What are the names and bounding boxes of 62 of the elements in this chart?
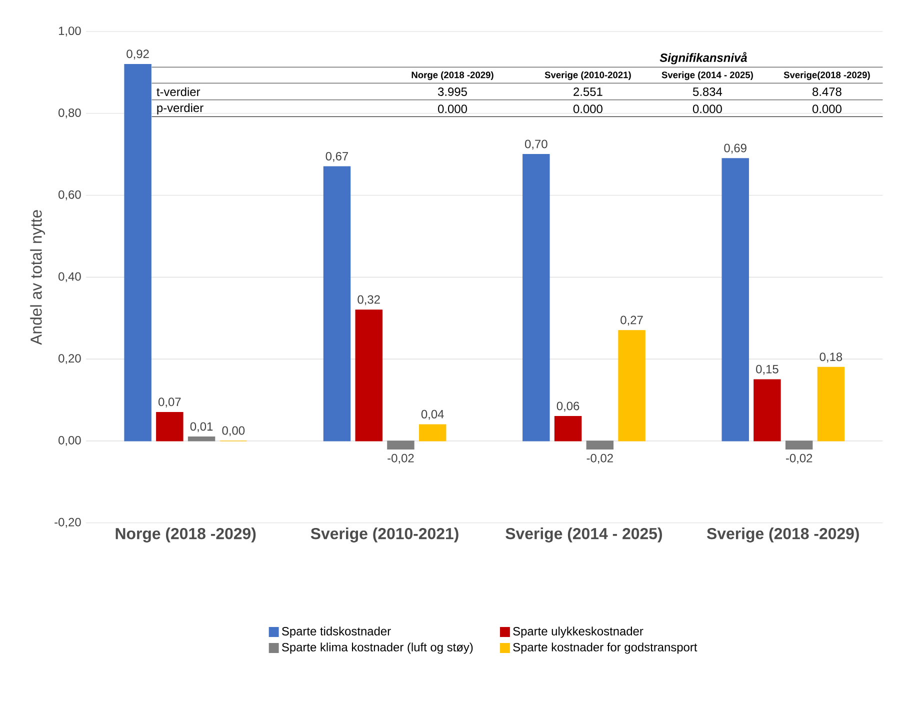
annotation: Sverige (2014 - 2025) — [662, 71, 753, 80]
bar — [618, 330, 646, 442]
data-label: 0,27 — [620, 316, 643, 326]
annotation: 0.000 — [692, 104, 722, 114]
data-label: -0,02 — [786, 454, 812, 464]
y-tick-label: 0,40 — [58, 272, 81, 282]
data-label: 0,32 — [358, 295, 380, 306]
bar — [754, 379, 781, 442]
bar — [722, 158, 749, 442]
annotation: 0.000 — [438, 104, 467, 114]
annotation: Sverige(2018 -2029) — [784, 71, 870, 80]
bar — [586, 440, 614, 450]
bar — [387, 440, 414, 450]
y-tick-label: 0,00 — [58, 436, 81, 446]
bar — [522, 154, 550, 442]
legend-label: Sparte kostnader for godstransport — [513, 642, 698, 654]
data-label: 0,70 — [524, 140, 548, 150]
legend-label: Sparte tidskostnader — [282, 626, 391, 638]
bar — [418, 424, 446, 442]
annotation: 8.478 — [812, 87, 842, 96]
x-tick-label: Norge (2018 -2029) — [116, 527, 256, 542]
legend-label: Sparte ulykkeskostnader — [513, 626, 644, 638]
annotation: 2.551 — [574, 87, 602, 96]
bar — [188, 436, 216, 442]
y-tick-label: 0,20 — [58, 354, 81, 364]
data-label: 0,67 — [326, 152, 348, 162]
data-label: 0,92 — [126, 50, 149, 60]
legend-label: Sparte klima kostnader (luft og støy) — [282, 642, 473, 654]
bar — [323, 166, 351, 442]
y-tick-label: -0,20 — [54, 518, 81, 528]
data-label: 0,04 — [421, 410, 444, 420]
bar — [355, 310, 382, 442]
data-label: 0,07 — [158, 398, 181, 408]
data-label: -0,02 — [586, 454, 613, 464]
annotation: Sverige (2010-2021) — [544, 71, 631, 80]
annotation: t-verdier — [156, 87, 200, 96]
annotation: 5.834 — [692, 87, 722, 96]
data-label: 0,01 — [190, 422, 213, 432]
data-label: 0,18 — [820, 352, 842, 362]
bar — [817, 366, 845, 442]
annotation: 3.995 — [438, 87, 467, 96]
annotation: 0.000 — [573, 104, 602, 114]
x-tick-label: Sverige (2010-2021) — [310, 527, 458, 542]
y-tick-label: 0,80 — [58, 108, 81, 118]
bar — [124, 64, 152, 442]
data-label: 0,69 — [724, 144, 746, 154]
x-tick-label: Sverige (2018 -2029) — [706, 527, 859, 542]
data-label: 0,00 — [222, 426, 245, 436]
annotation: p-verdier — [157, 103, 204, 114]
data-label: 0,06 — [556, 402, 580, 412]
y-axis-title: Andel av total nytte — [30, 210, 45, 345]
y-tick-label: 1,00 — [58, 26, 81, 36]
bar — [156, 412, 184, 442]
annotation: Signifikansnivå — [660, 52, 747, 64]
bar — [554, 416, 582, 442]
bar — [785, 440, 813, 450]
annotation: Norge (2018 -2029) — [412, 71, 494, 80]
data-label: 0,15 — [756, 364, 778, 375]
y-tick-label: 0,60 — [58, 190, 81, 200]
annotation: 0.000 — [812, 104, 842, 114]
x-tick-label: Sverige (2014 - 2025) — [506, 527, 662, 542]
data-label: -0,02 — [388, 454, 414, 464]
